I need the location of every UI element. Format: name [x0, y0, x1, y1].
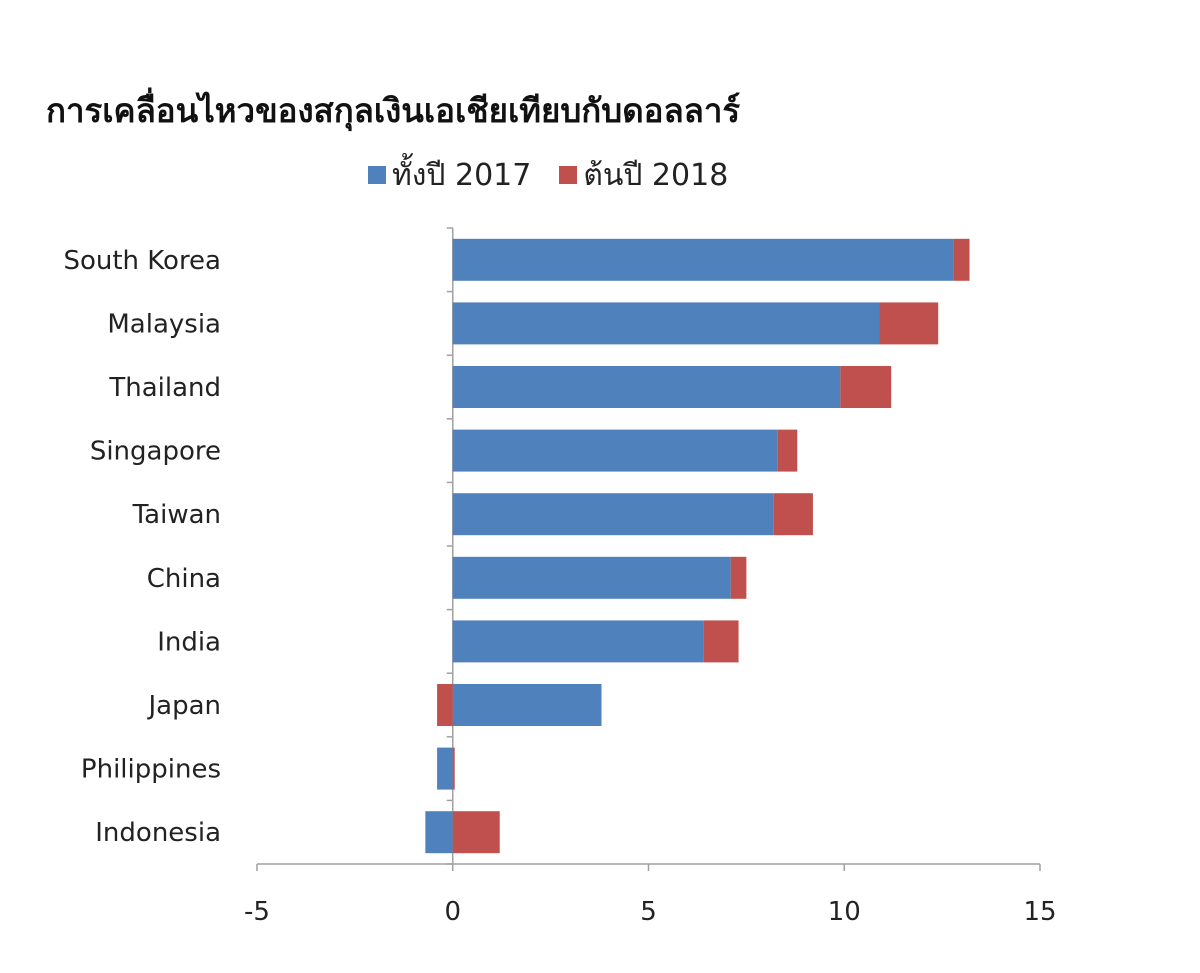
bar-2017-malaysia — [452, 302, 880, 345]
legend-swatch-2018 — [559, 166, 578, 184]
category-label: Japan — [146, 691, 221, 721]
bar-2017-thailand — [452, 366, 841, 408]
bar-2018-south-korea — [953, 238, 970, 281]
bar-2017-indonesia — [425, 811, 453, 854]
x-tick-label: 10 — [828, 897, 861, 927]
x-tick-label: 0 — [444, 897, 461, 927]
category-label: India — [157, 627, 221, 657]
category-label: China — [147, 564, 221, 594]
legend-item-2017: ทั้งปี 2017 — [368, 152, 531, 199]
x-tick-label: 5 — [640, 897, 657, 927]
bar-2018-singapore — [777, 429, 798, 472]
category-label: Philippines — [81, 755, 221, 785]
category-label: Singapore — [90, 437, 221, 467]
bar-2018-indonesia — [452, 811, 500, 854]
bar-2017-china — [452, 556, 731, 599]
bar-2017-philippines — [437, 747, 453, 790]
legend-label-2017: ทั้งปี 2017 — [392, 157, 532, 193]
category-label: Indonesia — [95, 818, 221, 848]
bar-2017-south-korea — [452, 238, 954, 281]
x-tick-label: 15 — [1023, 897, 1056, 927]
bar-2018-china — [730, 556, 747, 599]
legend-label-2018: ต้นปี 2018 — [583, 157, 729, 193]
bar-2017-taiwan — [452, 493, 774, 536]
bar-2017-japan — [452, 684, 602, 726]
bar-2018-japan — [437, 684, 453, 726]
bar-2017-india — [452, 620, 704, 663]
legend-item-2018: ต้นปี 2018 — [559, 152, 728, 199]
chart-legend: ทั้งปี 2017 ต้นปี 2018 — [368, 155, 756, 195]
legend-swatch-2017 — [368, 166, 386, 184]
category-label: Taiwan — [132, 500, 221, 530]
category-label: Malaysia — [107, 309, 221, 339]
chart-title: การเคลื่อนไหวของสกุลเงินเอเชียเทียบกับดอ… — [46, 91, 741, 130]
category-label: Thailand — [108, 373, 221, 403]
x-tick-label: -5 — [244, 897, 270, 927]
bar-2018-taiwan — [773, 493, 813, 536]
bar-2018-philippines — [452, 747, 455, 790]
bar-2018-thailand — [840, 366, 892, 408]
bar-2017-singapore — [452, 429, 778, 472]
bar-2018-india — [703, 620, 739, 663]
category-label: South Korea — [63, 246, 221, 276]
bar-2018-malaysia — [879, 302, 939, 345]
